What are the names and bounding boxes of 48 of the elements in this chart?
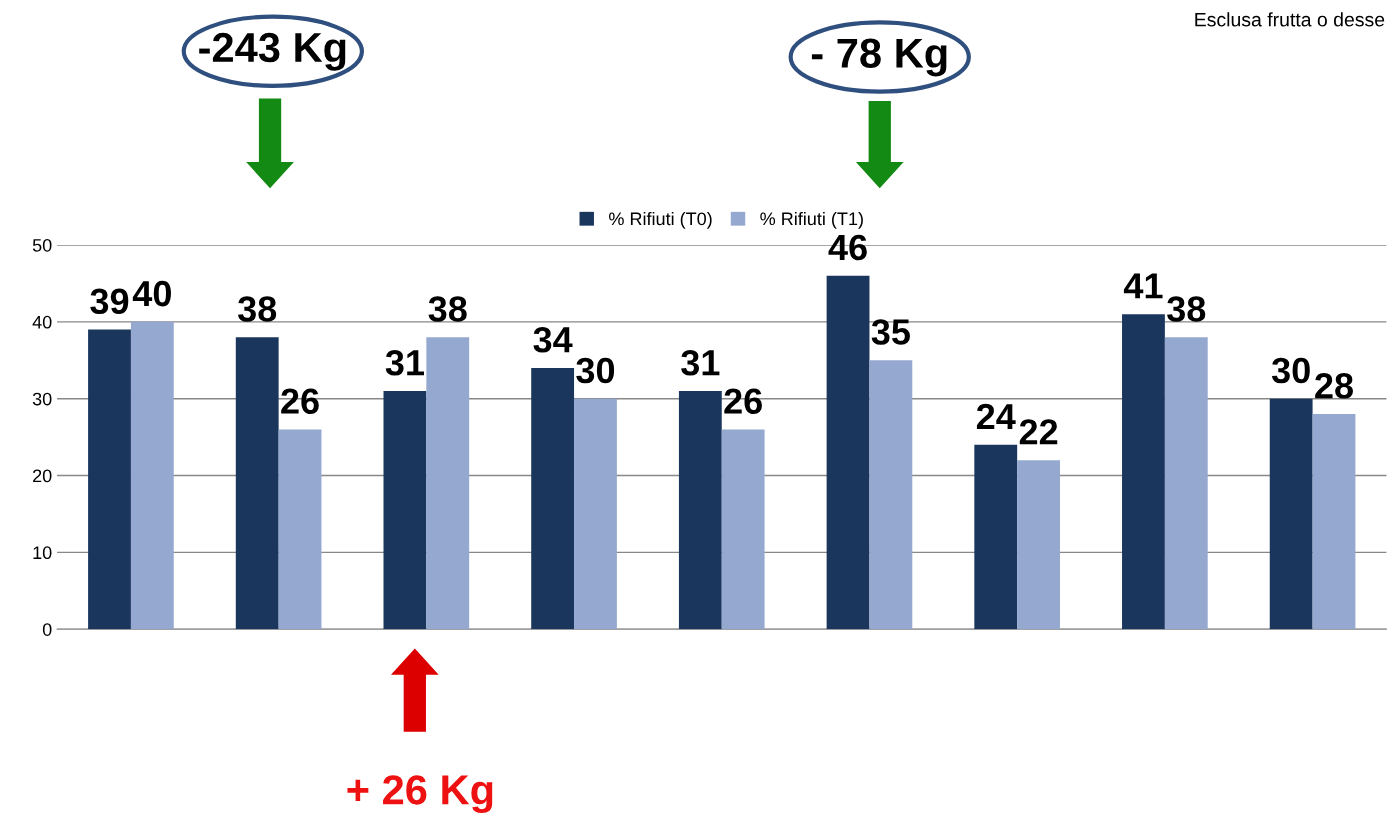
data-label: 41 xyxy=(1123,273,1163,299)
bar xyxy=(278,429,322,630)
data-label: 22 xyxy=(1019,419,1058,445)
bar xyxy=(1312,414,1356,630)
bar xyxy=(678,391,722,630)
data-label: 26 xyxy=(724,388,762,414)
data-label: 46 xyxy=(828,234,867,261)
text: - 78 Kg xyxy=(811,38,947,77)
bar xyxy=(1164,337,1208,630)
bar xyxy=(1017,460,1060,630)
bar xyxy=(130,321,174,630)
bar xyxy=(869,360,913,630)
data-label: 26 xyxy=(281,388,319,414)
y-tick-label: 50 xyxy=(32,238,52,252)
data-label: 39 xyxy=(90,288,129,315)
bar xyxy=(721,429,765,630)
bar xyxy=(88,329,131,630)
y-tick-label: 30 xyxy=(32,392,52,406)
data-label: 31 xyxy=(385,349,424,376)
bar xyxy=(826,275,870,630)
data-label: 34 xyxy=(533,326,573,353)
y-tick-label: 10 xyxy=(33,546,52,560)
legend-label: % Rifiuti (T0) xyxy=(609,211,712,229)
data-label: 24 xyxy=(976,403,1016,429)
y-tick-label: 20 xyxy=(33,469,52,483)
data-label: 38 xyxy=(1167,296,1206,322)
data-label: 30 xyxy=(576,357,615,384)
data-label: 28 xyxy=(1315,373,1353,399)
bar xyxy=(974,444,1018,630)
bar xyxy=(531,367,575,630)
bar xyxy=(235,337,279,630)
y-tick-label: 0 xyxy=(42,623,52,636)
data-label: 38 xyxy=(428,296,467,322)
text: -243 Kg xyxy=(199,32,346,71)
data-label: 30 xyxy=(1271,357,1310,384)
y-tick-label: 40 xyxy=(32,315,52,329)
bar xyxy=(1269,398,1313,630)
data-label: 35 xyxy=(871,319,910,345)
data-label: 40 xyxy=(132,280,171,307)
bar xyxy=(1122,314,1165,630)
text: + 26 Kg xyxy=(347,775,493,814)
legend-label: % Rifiuti (T1) xyxy=(760,211,863,229)
text: Esclusa frutta o desse xyxy=(1195,12,1385,27)
data-label: 38 xyxy=(237,296,277,322)
data-label: 31 xyxy=(681,349,720,376)
bar xyxy=(383,391,427,630)
bar xyxy=(426,337,470,630)
bar xyxy=(574,398,617,630)
